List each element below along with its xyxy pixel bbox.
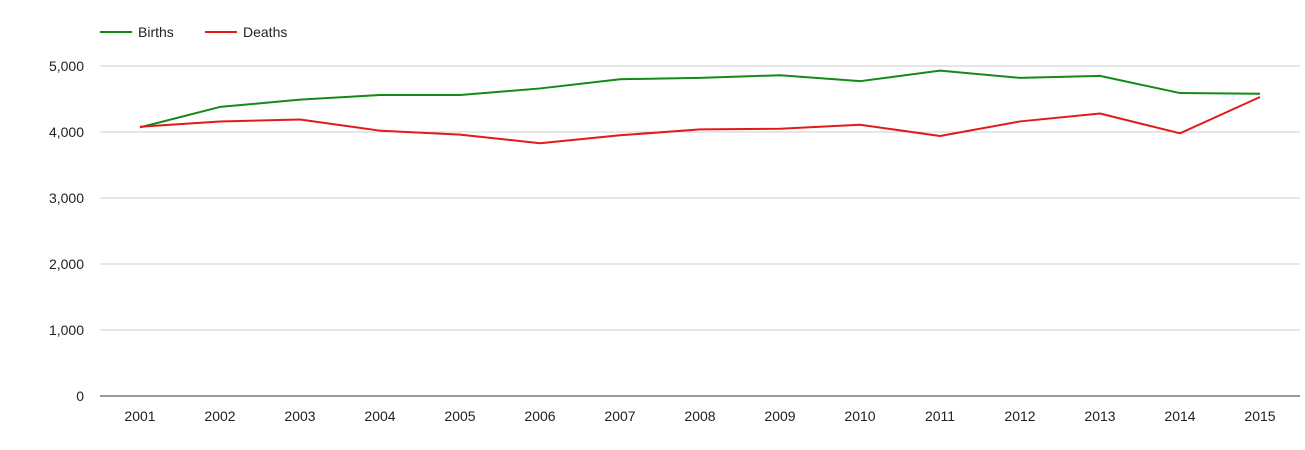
y-tick-label: 3,000 (49, 190, 84, 206)
series-line-births (139, 69, 1261, 129)
y-tick-label: 2,000 (49, 256, 84, 272)
chart-series (139, 69, 1261, 145)
x-axis: 2001 2002 2003 2004 2005 2006 2007 2008 2009 2010… (124, 408, 1275, 424)
x-tick-label: 2007 (604, 408, 635, 424)
chart-gridlines (100, 65, 1300, 397)
legend-label-births: Births (138, 24, 174, 40)
y-axis: 0 1,000 2,000 3,000 4,000 5,000 (49, 58, 84, 404)
x-tick-label: 2011 (925, 408, 955, 424)
x-tick-label: 2001 (124, 408, 155, 424)
x-tick-label: 2006 (524, 408, 555, 424)
x-tick-label: 2009 (764, 408, 795, 424)
x-tick-label: 2015 (1244, 408, 1275, 424)
x-tick-label: 2008 (684, 408, 715, 424)
legend-label-deaths: Deaths (243, 24, 287, 40)
y-tick-label: 4,000 (49, 124, 84, 140)
chart-legend: Births Deaths (100, 24, 287, 40)
x-tick-label: 2013 (1084, 408, 1115, 424)
x-tick-label: 2010 (844, 408, 875, 424)
x-tick-label: 2004 (364, 408, 395, 424)
x-tick-label: 2005 (444, 408, 475, 424)
x-tick-label: 2014 (1164, 408, 1195, 424)
y-tick-label: 5,000 (49, 58, 84, 74)
x-tick-label: 2002 (204, 408, 235, 424)
y-tick-label: 0 (76, 388, 84, 404)
series-line-deaths (139, 96, 1261, 145)
y-tick-label: 1,000 (49, 322, 84, 338)
x-tick-label: 2012 (1004, 408, 1035, 424)
x-tick-label: 2003 (284, 408, 315, 424)
